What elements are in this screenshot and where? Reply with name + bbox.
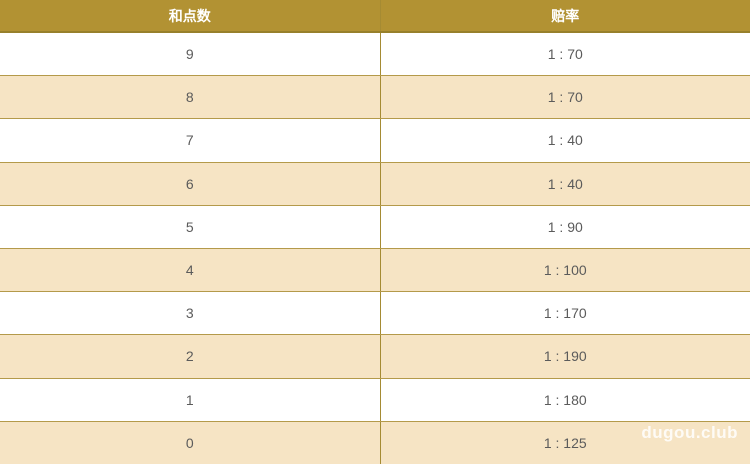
- table-row: 0 1 : 125: [0, 421, 750, 464]
- table-row: 4 1 : 100: [0, 248, 750, 293]
- points-cell: 3: [0, 291, 381, 336]
- odds-cell: 1 : 90: [380, 205, 750, 249]
- points-cell: 9: [0, 32, 381, 77]
- table-row: 2 1 : 190: [0, 334, 750, 379]
- table-row: 7 1 : 40: [0, 118, 750, 163]
- table-row: 6 1 : 40: [0, 162, 750, 206]
- odds-cell: 1 : 190: [380, 334, 750, 379]
- points-cell: 4: [0, 248, 381, 293]
- points-cell: 2: [0, 334, 381, 379]
- column-header-odds: 赔率: [380, 0, 750, 33]
- odds-cell: 1 : 180: [380, 378, 750, 422]
- odds-cell: 1 : 70: [380, 32, 750, 77]
- odds-cell: 1 : 100: [380, 248, 750, 293]
- odds-cell: 1 : 170: [380, 291, 750, 336]
- points-cell: 0: [0, 421, 381, 464]
- header-row: 和点数 赔率: [0, 0, 750, 33]
- points-cell: 5: [0, 205, 381, 249]
- odds-cell: 1 : 40: [380, 118, 750, 163]
- odds-cell: 1 : 125: [380, 421, 750, 464]
- column-header-points: 和点数: [0, 0, 381, 33]
- table-row: 9 1 : 70: [0, 32, 750, 77]
- table-row: 8 1 : 70: [0, 75, 750, 120]
- points-cell: 8: [0, 75, 381, 120]
- odds-cell: 1 : 40: [380, 162, 750, 206]
- points-cell: 7: [0, 118, 381, 163]
- table-row: 1 1 : 180: [0, 378, 750, 422]
- points-cell: 6: [0, 162, 381, 206]
- table-row: 5 1 : 90: [0, 205, 750, 249]
- odds-cell: 1 : 70: [380, 75, 750, 120]
- table-row: 3 1 : 170: [0, 291, 750, 336]
- points-cell: 1: [0, 378, 381, 422]
